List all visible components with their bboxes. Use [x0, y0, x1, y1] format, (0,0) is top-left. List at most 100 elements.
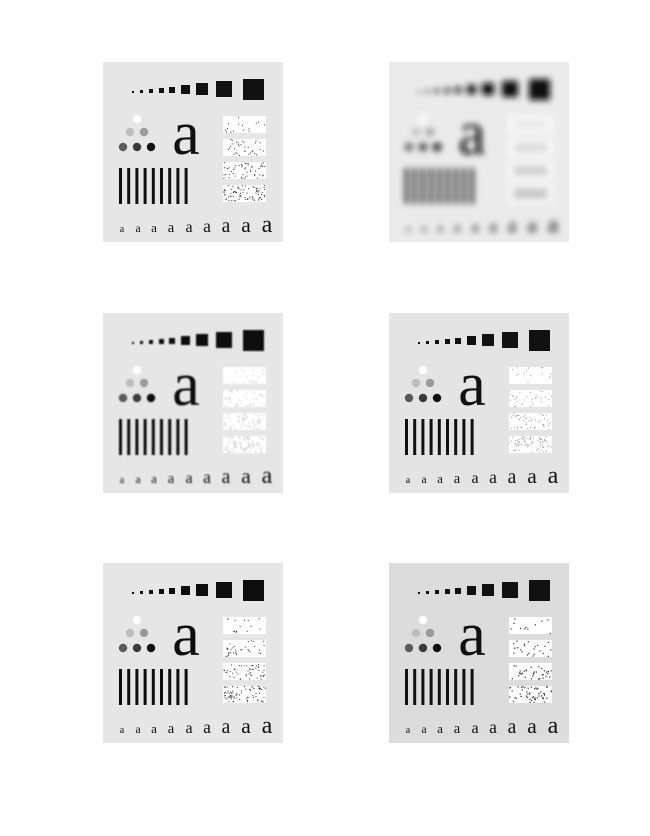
noise-dots-3 [223, 663, 266, 680]
small-letter-8: a [527, 213, 537, 237]
circle-light-left [125, 378, 135, 388]
bar-3 [135, 669, 139, 705]
square-1 [132, 91, 134, 93]
circle-mid-right [425, 127, 435, 137]
small-letter-6: a [203, 216, 211, 236]
test-pattern-heavily-blurred-svg: aa a a a a a a a a [389, 62, 569, 242]
square-7 [196, 584, 208, 596]
small-letter-4: a [168, 220, 175, 236]
small-letter-4: a [454, 721, 461, 737]
small-letter-6: a [489, 467, 497, 487]
small-letter-1: a [406, 224, 411, 235]
circle-dark-1 [118, 142, 128, 152]
small-letter-6: a [489, 216, 497, 236]
noise-dots-1 [512, 367, 552, 384]
small-letter-3: a [437, 220, 443, 235]
small-letter-1: a [120, 224, 125, 235]
noise-box-2 [223, 640, 266, 657]
noise-dots-3 [510, 413, 551, 430]
noise-smudge-2 [513, 142, 548, 153]
square-5 [455, 338, 461, 344]
noise-dots-1 [225, 116, 265, 133]
noise-box-3 [509, 663, 552, 680]
large-letter: a [172, 351, 200, 419]
small-letter-4: a [168, 721, 175, 737]
noise-dots-3 [511, 665, 552, 680]
noise-box-4 [509, 686, 552, 703]
small-letter-7: a [222, 467, 231, 488]
noise-box-1 [509, 367, 552, 384]
bar-8 [176, 168, 180, 204]
circle-dark-1 [118, 393, 128, 403]
bar-9 [184, 419, 188, 455]
bar-3 [135, 168, 139, 204]
small-letter-8: a [241, 213, 251, 237]
circle-light-left [125, 628, 135, 638]
small-letter-7: a [508, 467, 517, 488]
circle-mid-right [425, 378, 435, 388]
circle-mid-right [425, 628, 435, 638]
small-letter-3: a [151, 471, 157, 486]
bar-6 [446, 419, 449, 455]
bar-3 [421, 419, 425, 455]
bar-8 [462, 669, 466, 705]
small-letter-9: a [262, 212, 273, 238]
bar-7 [168, 168, 172, 204]
square-4 [159, 589, 164, 594]
bar-6 [160, 669, 163, 705]
bar-6 [160, 419, 163, 455]
square-3 [149, 89, 153, 93]
noise-dots-4 [224, 436, 265, 453]
noise-dots-1 [233, 368, 265, 384]
small-letter-4: a [168, 471, 175, 487]
bar-4 [429, 669, 433, 705]
square-7 [482, 334, 494, 346]
large-letter: a [458, 351, 486, 419]
bar-2 [127, 669, 131, 705]
circle-dark-2 [132, 643, 142, 653]
small-letter-1: a [120, 725, 125, 736]
square-9 [243, 580, 264, 601]
square-8 [216, 582, 232, 598]
circle-white [418, 615, 428, 625]
small-letter-7: a [508, 717, 517, 738]
test-pattern-high-contrast-svg: aa a a a a a a a a [389, 563, 569, 743]
small-letter-3: a [151, 721, 157, 736]
small-letter-2: a [421, 474, 426, 486]
circle-light-left [411, 127, 421, 137]
small-letter-5: a [471, 470, 478, 487]
square-9 [529, 330, 550, 351]
bar-2 [413, 168, 417, 204]
small-letter-7: a [508, 216, 517, 237]
square-5 [169, 338, 175, 344]
circle-dark-1 [404, 142, 414, 152]
small-letter-2: a [135, 223, 140, 235]
circle-light-left [411, 628, 421, 638]
bar-1 [405, 168, 408, 204]
noise-box-1 [223, 367, 266, 384]
bar-7 [454, 419, 458, 455]
bar-8 [176, 419, 180, 455]
square-1 [418, 342, 420, 344]
test-pattern-original-svg: aa a a a a a a a a [103, 62, 283, 242]
bar-7 [454, 669, 458, 705]
square-1 [418, 91, 420, 93]
noise-dots-2 [513, 640, 552, 657]
test-pattern-sharpened-svg: aa a a a a a a a a [389, 313, 569, 493]
test-pattern-restored-svg: aa a a a a a a a a [103, 563, 283, 743]
pattern-group: aa a a a a a a a a [404, 330, 559, 489]
bar-9 [470, 419, 474, 455]
small-letter-8: a [241, 464, 251, 488]
noise-box-1 [223, 116, 266, 133]
square-7 [196, 83, 208, 95]
small-letter-9: a [548, 713, 559, 739]
circle-dark-1 [404, 393, 414, 403]
bar-8 [462, 168, 466, 204]
square-2 [140, 90, 143, 93]
bar-5 [151, 168, 155, 204]
small-letter-5: a [471, 720, 478, 737]
